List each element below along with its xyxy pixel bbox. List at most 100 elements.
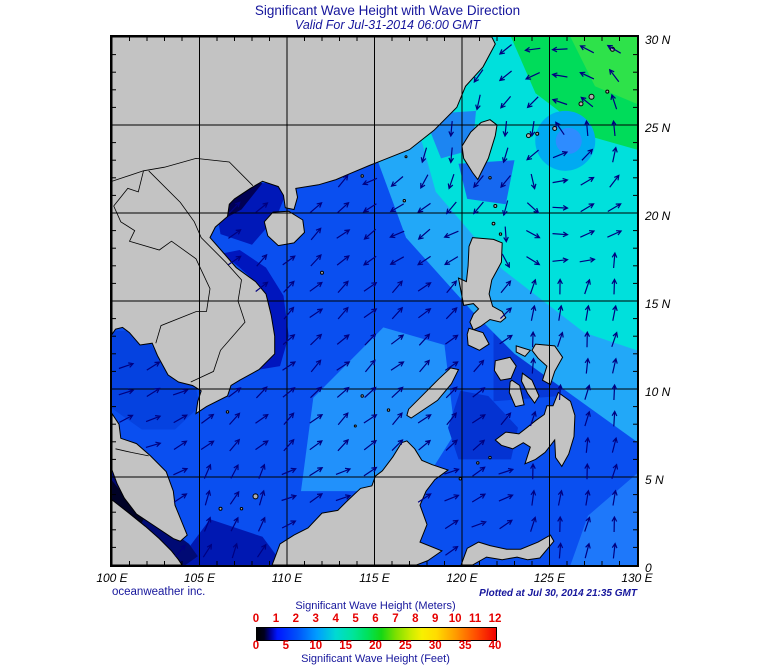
colorbar-title-meters: Significant Wave Height (Meters) xyxy=(295,600,456,612)
land-palawan xyxy=(406,367,460,419)
island-dot xyxy=(404,155,408,159)
wave-direction-arrows xyxy=(118,44,623,559)
page-title: Significant Wave Height with Wave Direct… xyxy=(254,3,521,18)
lon-tick-label: 125 E xyxy=(533,571,566,585)
colorbar-tick-value: 3 xyxy=(312,613,319,625)
colorbar-title-feet: Significant Wave Height (Feet) xyxy=(301,653,450,665)
colorbar-meters-ticks: 0 1 2 3 4 5 6 7 8 9 10 11 12 xyxy=(252,613,502,626)
lon-tick-label: 105 E xyxy=(183,571,216,585)
island-dot xyxy=(239,507,244,511)
colorbar-tick-value: 0 xyxy=(252,640,260,652)
island-dot xyxy=(535,131,540,136)
land-sumatra xyxy=(112,499,183,565)
lat-tick-label: 20 N xyxy=(645,209,671,223)
ocean-region-typhoon-blue-core xyxy=(555,127,582,154)
island-dot xyxy=(353,424,357,428)
colorbar-tick-value: 10 xyxy=(309,640,323,652)
credit-plotted-timestamp: Plotted at Jul 30, 2014 21:35 GMT xyxy=(479,588,637,599)
land-borneo xyxy=(271,440,450,565)
land-taiwan xyxy=(461,119,498,181)
page-subtitle: Valid For Jul-31-2014 06:00 GMT xyxy=(294,18,481,32)
colorbar-tick-value: 30 xyxy=(428,640,442,652)
lat-tick-label: 10 N xyxy=(645,385,671,399)
island-dot xyxy=(552,126,558,131)
land-mindanao xyxy=(494,391,576,468)
ocean-region-ne-green-corner xyxy=(570,37,637,104)
island-dot xyxy=(488,176,492,180)
lat-tick-label: 0 xyxy=(645,561,652,575)
colorbar-tick-value: 2 xyxy=(292,613,300,625)
credit-oceanweather: oceanweather inc. xyxy=(112,586,206,598)
lon-tick-label: 110 E xyxy=(271,571,303,585)
land-hainan xyxy=(263,210,306,247)
lat-tick-label: 30 N xyxy=(645,33,671,47)
ocean-region-scs-light-patch xyxy=(301,327,455,492)
ocean-region-bashi-blue xyxy=(458,160,515,205)
island-dot xyxy=(360,394,364,398)
colorbar-tick-value: 20 xyxy=(369,640,382,652)
border-thailand-laos xyxy=(113,205,211,312)
lat-tick-label: 5 N xyxy=(645,473,664,487)
lat-tick-label: 25 N xyxy=(645,121,671,135)
border-vietnam-laos-cambodia xyxy=(148,170,246,383)
lon-tick-label: 100 E xyxy=(96,571,128,585)
land-mainland-asia xyxy=(112,37,496,415)
colorbar-tick-value: 11 xyxy=(468,613,482,625)
island-dot xyxy=(476,461,480,465)
island-dot xyxy=(458,477,462,481)
land-samar-leyte xyxy=(531,343,564,386)
colorbar-tick-value: 9 xyxy=(432,613,439,625)
colorbar-tick-value: 10 xyxy=(448,613,462,625)
colorbar-tick-value: 25 xyxy=(398,640,412,652)
island-dot xyxy=(320,270,324,275)
colorbar-tick-value: 8 xyxy=(412,613,419,625)
colorbar-tick-value: 40 xyxy=(488,640,502,652)
island-dot xyxy=(252,493,259,500)
island-dot xyxy=(402,199,406,203)
colorbar-tick-value: 5 xyxy=(282,640,290,652)
land-masbate xyxy=(515,345,532,358)
ocean-region-gulf-of-thailand xyxy=(112,330,200,430)
land-cebu-bohol xyxy=(520,372,540,404)
land-panay xyxy=(493,356,517,381)
lat-tick-label: 15 N xyxy=(645,297,671,311)
map-frame xyxy=(110,35,639,567)
island-dot xyxy=(493,204,498,208)
colorbar-gradient xyxy=(256,627,497,641)
colorbar-tick-value: 6 xyxy=(372,613,379,625)
island-dot xyxy=(491,221,496,226)
land-luzon xyxy=(457,237,507,331)
colorbar-tick-value: 12 xyxy=(488,613,502,625)
lon-tick-label: 115 E xyxy=(359,571,390,585)
island-dot xyxy=(588,93,595,100)
border-thailand-cambodia xyxy=(155,311,207,344)
border-china-vietnam xyxy=(112,157,254,186)
lon-tick-label: 130 E xyxy=(621,571,653,585)
colorbar-tick-value: 15 xyxy=(339,640,353,652)
colorbar-tick-value: 0 xyxy=(252,613,260,625)
ocean-region-se-corner-light xyxy=(570,473,637,565)
island-dot xyxy=(225,410,230,414)
border-laos-myanmar xyxy=(113,170,144,207)
wave-direction-map xyxy=(112,37,637,565)
border-malaysia-thailand xyxy=(115,448,149,457)
island-dot xyxy=(488,455,492,460)
colorbar-tick-value: 4 xyxy=(332,613,339,625)
colorbar-tick-value: 7 xyxy=(392,613,399,625)
island-dot xyxy=(578,101,584,107)
ocean-region-vietnam-coast-strip xyxy=(222,250,289,370)
island-dot xyxy=(386,408,391,412)
colorbar-tick-value: 35 xyxy=(458,640,472,652)
island-dot xyxy=(526,133,531,139)
colorbar-feet-ticks: 0 5 10 15 20 25 30 35 40 xyxy=(252,640,502,653)
island-dot xyxy=(218,506,223,511)
colorbar-tick-value: 1 xyxy=(272,613,280,625)
land-mindoro xyxy=(466,327,490,351)
lon-tick-label: 120 E xyxy=(446,571,478,585)
land-negros xyxy=(508,379,525,408)
colorbar-tick-value: 5 xyxy=(352,613,359,625)
island-dot xyxy=(360,174,364,178)
land-sulawesi xyxy=(460,534,555,565)
island-dot xyxy=(498,232,503,236)
